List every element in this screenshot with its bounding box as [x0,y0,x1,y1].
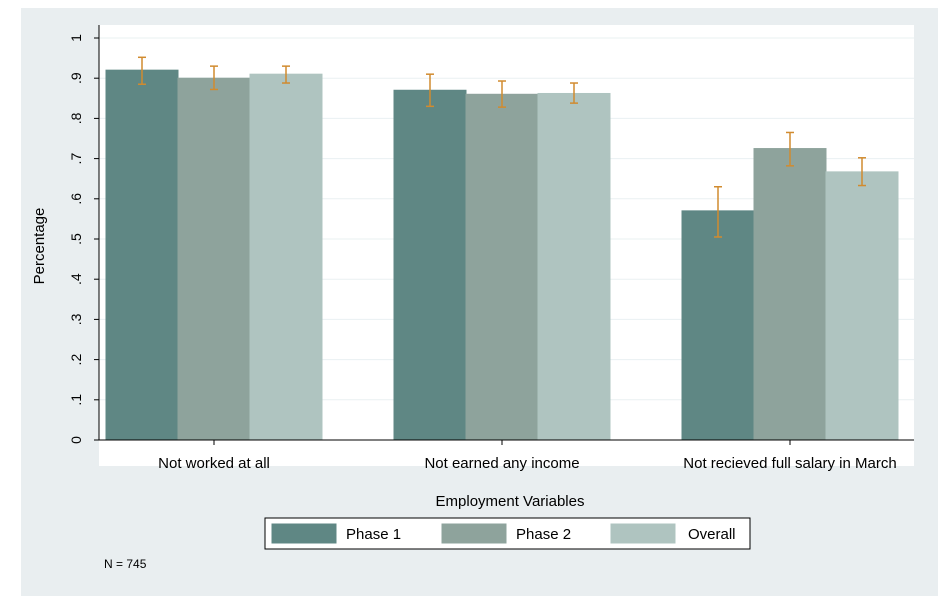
sample-size-note: N = 745 [104,557,147,571]
legend-label: Phase 1 [346,526,401,543]
x-tick-label: Not earned any income [424,455,579,472]
y-tick-label: .5 [68,233,84,245]
y-tick-label: .8 [68,112,84,124]
bar [465,93,539,441]
bar-chart: 0.1.2.3.4.5.6.7.8.91 Not worked at all No… [31,25,914,571]
y-axis-ticks: 0 .1 .2 .3 .4 .5 .6 .7 .8 .9 1 [68,34,99,444]
bar [249,73,323,441]
bar [177,77,251,441]
bar [537,92,611,441]
legend-label: Phase 2 [516,526,571,543]
x-axis-title: Employment Variables [436,493,585,510]
legend-swatch [441,523,507,544]
legend-box [264,517,751,550]
x-axis-tick-labels: Not worked at all Not earned any income No… [158,440,897,472]
y-tick-label: .7 [68,153,84,165]
legend-swatch [610,523,676,544]
bar [753,148,827,441]
bar [825,171,899,441]
y-tick-label: 1 [68,34,84,42]
y-tick-label: .9 [68,72,84,84]
bars [105,69,899,441]
y-axis-title: Percentage [31,208,48,285]
chart-background: 0.1.2.3.4.5.6.7.8.9 1 Not worked at all No… [21,8,938,596]
legend-swatch [271,523,337,544]
x-tick-label: Not recieved full salary in March [683,455,896,472]
y-tick-label: .3 [68,313,84,325]
y-tick-label: .6 [68,193,84,205]
bar [393,89,467,441]
y-tick-label: .2 [68,354,84,366]
bar [105,69,179,441]
x-tick-label: Not worked at all [158,455,270,472]
error-bars [138,56,866,238]
bar [681,210,755,441]
legend-label: Overall [688,526,736,543]
y-tick-label: .1 [68,394,84,406]
y-tick-label: .4 [68,273,84,285]
legend: Phase 1 Phase 2 Overall [264,517,751,550]
y-tick-label: 0 [68,436,84,444]
